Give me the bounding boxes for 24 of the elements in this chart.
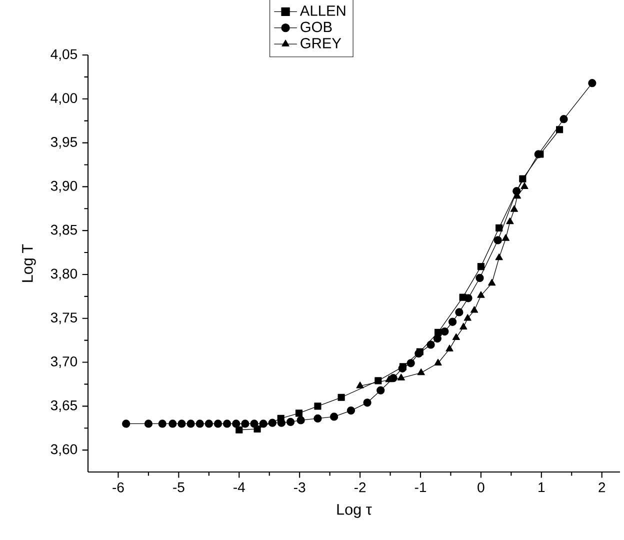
y-tick-label: 3,65 bbox=[50, 400, 78, 412]
legend-label: GREY bbox=[300, 38, 342, 48]
y-tick-label: 4,00 bbox=[50, 93, 78, 105]
y-tick-label: 3,90 bbox=[50, 180, 78, 192]
y-tick-label: 4,05 bbox=[50, 49, 78, 61]
x-tick-label: 0 bbox=[478, 482, 484, 492]
y-tick-label: 3,95 bbox=[50, 137, 78, 149]
x-tick-label: -1 bbox=[414, 482, 426, 492]
y-tick-label: 3,60 bbox=[50, 444, 78, 456]
y-tick-label: 3,75 bbox=[50, 312, 78, 324]
x-tick-label: -4 bbox=[234, 482, 245, 492]
y-tick-label: 3,85 bbox=[50, 224, 78, 236]
x-tick-label: -2 bbox=[354, 482, 366, 492]
legend-label: ALLEN bbox=[300, 6, 346, 16]
y-tick-label: 3,80 bbox=[50, 268, 78, 280]
legend-label: GOB bbox=[300, 22, 332, 32]
x-axis-title: Log τ bbox=[337, 504, 372, 518]
x-tick-label: 1 bbox=[538, 482, 545, 492]
x-tick-label: -3 bbox=[294, 482, 306, 492]
y-axis-title: Log T bbox=[22, 244, 36, 282]
x-tick-label: 2 bbox=[598, 482, 606, 492]
x-tick-label: -5 bbox=[173, 482, 184, 492]
y-tick-label: 3,70 bbox=[50, 356, 78, 368]
x-tick-label: -6 bbox=[112, 482, 124, 492]
